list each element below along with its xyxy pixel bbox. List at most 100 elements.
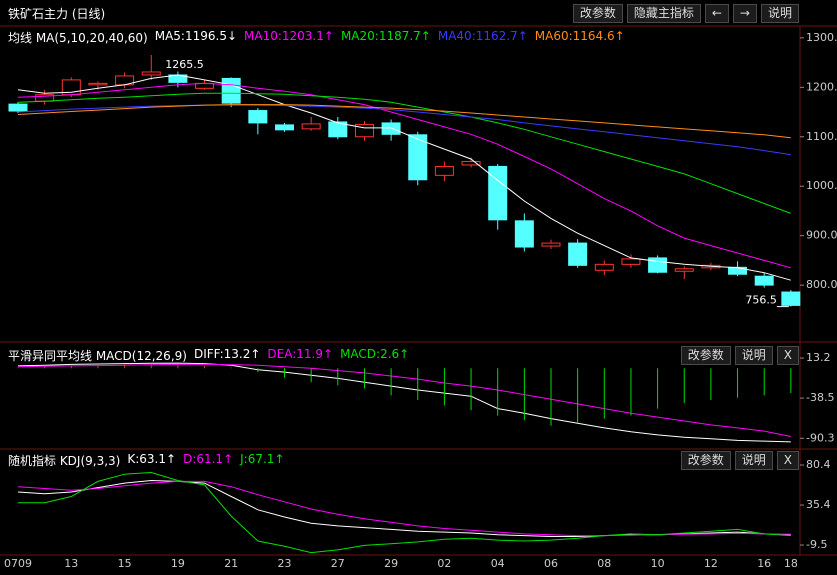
candle-body — [781, 291, 801, 306]
x-tick-label: 08 — [597, 557, 611, 570]
legend-entry: D:61.1↑ — [183, 451, 234, 466]
indicator-line — [17, 74, 791, 281]
toolbar-button[interactable]: → — [732, 3, 757, 23]
y-tick-label: 35.4 — [806, 498, 831, 511]
indicator-line — [17, 104, 791, 156]
indicator-line — [18, 471, 791, 554]
legend: 均线 MA(5,10,20,40,60) MA5:1196.5↓ MA10:1203… — [0, 29, 625, 46]
indicator-line — [17, 92, 791, 214]
y-tick-label: 1000.0 — [806, 179, 837, 192]
y-tick-label: 900.0 — [806, 229, 837, 242]
y-tick-label: 1100.0 — [806, 130, 837, 143]
title-group: 铁矿石主力 (日线) — [0, 5, 105, 22]
candle-body — [88, 82, 108, 86]
panel-button[interactable]: X — [776, 345, 799, 365]
toolbar-button[interactable]: 改参数 — [572, 3, 623, 23]
candle-body — [514, 220, 534, 248]
x-tick-label: 18 — [784, 557, 798, 570]
indicator-title: 均线 MA(5,10,20,40,60) — [8, 30, 148, 45]
legend-entry: MA5:1196.5↓ — [154, 28, 238, 43]
y-tick-label: 800.0 — [806, 278, 837, 291]
legend-entry: J:67.1↑ — [240, 451, 285, 466]
y-tick-label: 1200.0 — [806, 80, 837, 93]
candle-body — [141, 71, 161, 76]
x-tick-label: 13 — [64, 557, 78, 570]
candle-body — [594, 263, 614, 271]
indicator-line — [17, 479, 791, 537]
x-tick-label: 23 — [278, 557, 292, 570]
x-tick-label: 21 — [224, 557, 238, 570]
page-title: 铁矿石主力 (日线) — [8, 6, 106, 21]
x-tick-label: 06 — [544, 557, 558, 570]
x-tick-label: 0709 — [4, 557, 32, 570]
y-tick-label: -38.5 — [806, 391, 834, 404]
panel-button[interactable]: 说明 — [734, 345, 773, 365]
indicator-line — [17, 82, 791, 269]
candle-body — [461, 160, 481, 166]
panel-buttons: 改参数 说明 X — [680, 345, 799, 365]
x-tick-label: 12 — [704, 557, 718, 570]
y-tick-label: 13.2 — [806, 351, 831, 364]
candle-body — [488, 165, 508, 221]
panel-header: 均线 MA(5,10,20,40,60) MA5:1196.5↓ MA10:1203… — [0, 27, 837, 47]
candle-body — [621, 258, 641, 265]
legend: 随机指标 KDJ(9,3,3) K:63.1↑ D:61.1↑ J:67.1↑ — [0, 452, 284, 469]
x-tick-label: 10 — [651, 557, 665, 570]
legend-entry: K:63.1↑ — [127, 451, 177, 466]
y-tick-label: 80.4 — [806, 458, 831, 471]
x-tick-label: 29 — [384, 557, 398, 570]
legend-entry: DEA:11.9↑ — [267, 346, 334, 361]
candle-body — [381, 122, 401, 135]
candle-body — [8, 103, 28, 112]
toolbar: 改参数 隐藏主指标 ← → 说明 — [572, 3, 799, 23]
candle-body — [221, 77, 241, 104]
x-tick-label: 02 — [437, 557, 451, 570]
x-tick-label: 16 — [757, 557, 771, 570]
panel-button[interactable]: 说明 — [734, 450, 773, 470]
panel-button[interactable]: 改参数 — [680, 450, 731, 470]
legend-entry: MA40:1162.7↑ — [437, 28, 528, 43]
indicator-title: 平滑异同平均线 MACD(12,26,9) — [8, 348, 187, 363]
panel-header: 随机指标 KDJ(9,3,3) K:63.1↑ D:61.1↑ J:67.1↑ 改参数说… — [0, 450, 837, 470]
candle-body — [434, 165, 454, 176]
indicator-line — [17, 362, 791, 443]
legend-entry: MACD:2.6↑ — [340, 346, 410, 361]
candle-body — [568, 242, 588, 266]
title-bar: 铁矿石主力 (日线) 改参数 隐藏主指标 ← → 说明 — [0, 3, 837, 23]
candle-body — [408, 134, 428, 181]
y-tick-label: -90.3 — [806, 431, 834, 444]
candle-body — [248, 110, 268, 124]
x-tick-label: 15 — [118, 557, 132, 570]
candle-body — [541, 242, 561, 247]
x-tick-label: 04 — [491, 557, 505, 570]
legend-entry: DIFF:13.2↑ — [193, 346, 261, 361]
candle-body — [328, 121, 348, 138]
toolbar-button[interactable]: 说明 — [760, 3, 799, 23]
y-tick-label: -9.5 — [806, 538, 827, 551]
toolbar-button[interactable]: 隐藏主指标 — [626, 3, 701, 23]
indicator-title: 随机指标 KDJ(9,3,3) — [8, 453, 121, 468]
panel-header: 平滑异同平均线 MACD(12,26,9) DIFF:13.2↑ DEA:11.9↑… — [0, 345, 837, 365]
y-tick-label: 1300.0 — [806, 31, 837, 44]
panel-buttons: 改参数 说明 X — [680, 450, 799, 470]
toolbar-button[interactable]: ← — [704, 3, 729, 23]
indicator-line — [17, 363, 791, 437]
indicator-line — [17, 104, 791, 139]
candle-body — [301, 123, 321, 130]
candle-body — [754, 275, 774, 286]
panel-button[interactable]: X — [776, 450, 799, 470]
panel-button[interactable]: 改参数 — [680, 345, 731, 365]
legend-entry: MA10:1203.1↑ — [244, 28, 334, 43]
candle-body — [728, 266, 748, 275]
low-label: 756.5 — [745, 294, 777, 307]
legend-entry: MA20:1187.7↑ — [340, 28, 431, 43]
legend: 平滑异同平均线 MACD(12,26,9) DIFF:13.2↑ DEA:11.9↑… — [0, 347, 409, 364]
candle-body — [275, 124, 294, 131]
candle-body — [648, 257, 668, 273]
candle-body — [674, 268, 694, 272]
indicator-line — [17, 480, 791, 537]
x-tick-label: 19 — [171, 557, 185, 570]
high-label: 1265.5 — [165, 58, 204, 71]
